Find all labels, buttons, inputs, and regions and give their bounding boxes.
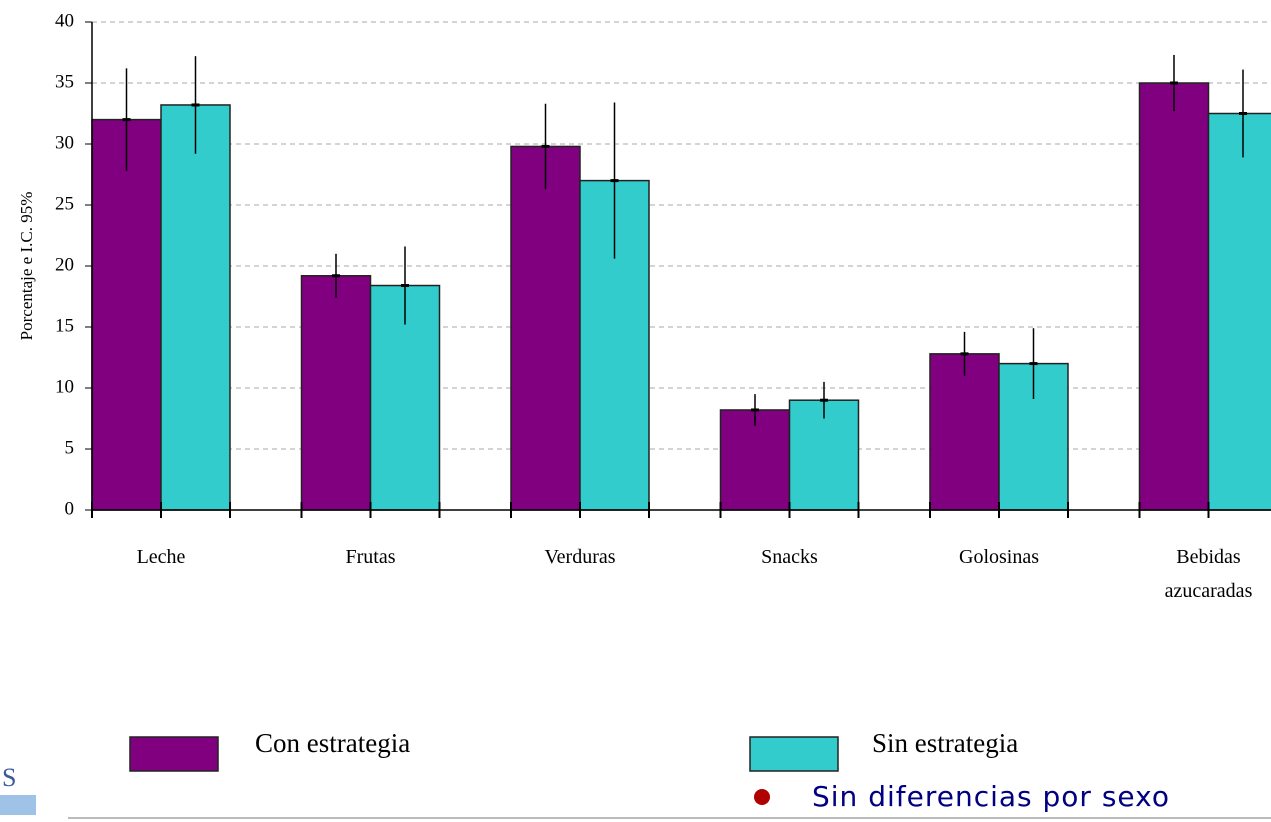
legend-swatch: [129, 736, 219, 772]
x-tick-label: Golosinas: [959, 546, 1039, 568]
note-bullet: [754, 789, 770, 805]
y-tick-label: 15: [55, 315, 74, 336]
y-tick-label: 25: [55, 193, 74, 214]
x-tick-label: Bebidas azucaradas: [1164, 546, 1253, 602]
bar: [719, 409, 791, 511]
bar: [1138, 82, 1210, 511]
annotation: Sin diferencias por sexo: [812, 780, 1171, 813]
x-tick-label: Snacks: [761, 546, 818, 568]
x-tick-label: Frutas: [345, 546, 396, 568]
x-tick-label: Verduras: [544, 546, 616, 568]
y-tick-label: 0: [65, 498, 75, 519]
bar: [929, 353, 1000, 511]
y-tick-label: 40: [55, 10, 74, 31]
y-axis-label: Porcentaje e I.C. 95%: [17, 192, 36, 341]
y-tick-label: 5: [65, 437, 75, 458]
bar: [300, 275, 372, 511]
bar: [160, 104, 231, 511]
legend-label: Con estrategia: [255, 728, 411, 758]
bar: [91, 118, 162, 511]
logo-mark: S: [2, 763, 16, 792]
x-tick-label: Leche: [136, 546, 186, 568]
y-tick-label: 10: [55, 376, 74, 397]
y-tick-label: 35: [55, 71, 74, 92]
logo-shape: [0, 795, 36, 815]
y-tick-label: 20: [55, 254, 74, 275]
y-tick-label: 30: [55, 132, 74, 153]
bar: [510, 145, 581, 511]
bar: [1207, 112, 1271, 511]
logo: S: [0, 763, 36, 815]
legend-swatch: [749, 736, 839, 772]
legend-label: Sin estrategia: [872, 728, 1019, 758]
